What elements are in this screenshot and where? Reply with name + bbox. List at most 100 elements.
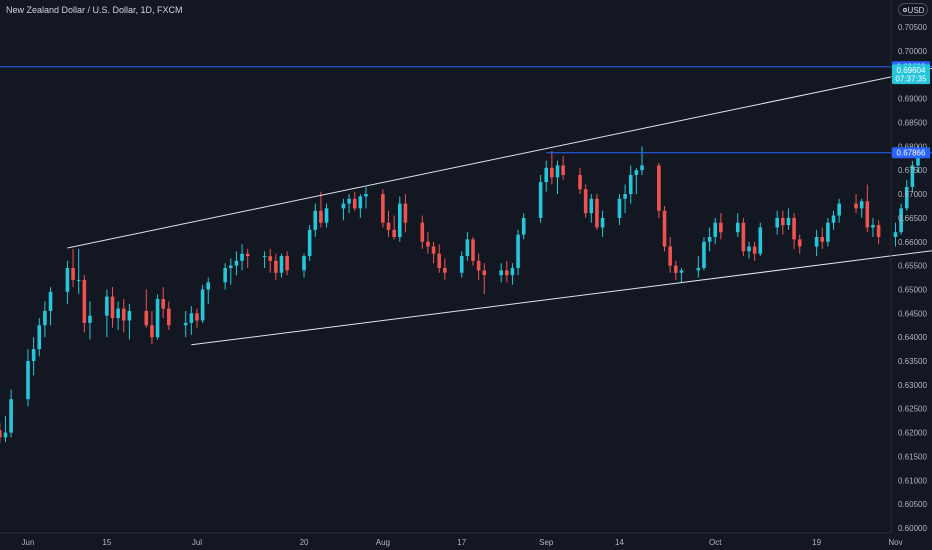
candle: [696, 256, 701, 278]
candle-body: [758, 227, 763, 254]
candle: [786, 208, 791, 230]
candle: [82, 275, 87, 333]
candle-body: [268, 256, 273, 261]
candle-body: [792, 217, 796, 240]
candle: [538, 174, 543, 223]
candle-body: [341, 203, 346, 209]
price-tick-label: 0.61500: [898, 452, 927, 461]
candle: [183, 310, 188, 338]
candle: [48, 287, 53, 326]
candle-body: [189, 313, 194, 323]
price-label: 0.69604: [892, 64, 930, 76]
candle: [814, 229, 819, 257]
candle-body: [3, 432, 8, 438]
candle-body: [307, 229, 312, 257]
candle: [499, 263, 503, 283]
candle: [781, 210, 785, 235]
candle-body: [82, 279, 87, 323]
candle: [228, 258, 233, 285]
candle: [623, 184, 627, 214]
candle-body: [910, 165, 915, 187]
time-axis[interactable]: Jun15Jul20Aug17Sep14Oct19Nov16Dec1420211…: [22, 538, 932, 547]
candle-body: [48, 291, 53, 311]
candle: [634, 167, 639, 195]
candle: [516, 229, 520, 276]
candle: [386, 210, 391, 237]
candle-body: [747, 246, 751, 252]
candle: [150, 310, 154, 345]
candle-body: [403, 203, 408, 223]
candle: [443, 258, 447, 280]
candle-body: [578, 174, 582, 190]
price-tick-label: 0.68500: [898, 118, 927, 127]
candle-body: [583, 189, 588, 214]
price-tick-label: 0.64000: [898, 333, 927, 342]
candle: [234, 251, 239, 276]
candle-body: [437, 253, 442, 268]
candle: [200, 284, 205, 323]
candle-body: [679, 270, 684, 273]
candle-body: [110, 296, 115, 319]
price-tick-label: 0.69000: [898, 95, 927, 104]
candle: [127, 303, 132, 340]
candle-body: [43, 310, 47, 326]
candle: [313, 203, 318, 237]
time-tick-label: Oct: [709, 538, 722, 547]
price-label-text: 0.69604: [897, 66, 926, 75]
candle-body: [673, 265, 678, 273]
candle: [583, 184, 588, 218]
candle-body: [127, 310, 132, 321]
time-tick-label: Jun: [22, 538, 35, 547]
candle: [876, 220, 881, 245]
candle-body: [482, 270, 487, 276]
candle-body: [116, 308, 120, 319]
time-tick-label: 19: [812, 538, 821, 547]
candle: [893, 222, 898, 247]
candle-body: [392, 229, 396, 237]
candle-body: [150, 325, 154, 338]
candle: [555, 160, 560, 195]
candle-body: [820, 236, 825, 242]
candle-body: [26, 361, 30, 400]
candle-body: [696, 268, 701, 271]
candle: [578, 167, 582, 195]
price-axis[interactable]: 0.60000 0.60500 0.61000 0.61500 0.62000 0.625…: [898, 23, 927, 533]
candle: [707, 227, 712, 252]
candle-body: [707, 236, 712, 242]
currency-button[interactable]: USD: [898, 3, 928, 16]
candle: [274, 253, 278, 280]
candle: [775, 210, 779, 235]
candle-body: [285, 256, 289, 271]
candle: [673, 260, 678, 280]
channel-trendline[interactable]: [191, 205, 932, 346]
candle-body: [826, 222, 830, 242]
candle: [668, 236, 672, 273]
candle-body: [262, 256, 267, 258]
candle-body: [324, 208, 329, 223]
price-tick-label: 0.68000: [898, 142, 927, 151]
candle: [431, 241, 436, 264]
candle-body: [775, 217, 779, 228]
candle: [43, 301, 47, 338]
candle: [144, 289, 149, 328]
candle: [747, 241, 751, 259]
candle-body: [279, 256, 284, 273]
candle-body: [797, 239, 802, 247]
candle: [420, 215, 425, 249]
candle: [116, 301, 120, 331]
candle: [268, 248, 273, 273]
candle-body: [347, 198, 351, 204]
candle-body: [640, 165, 644, 171]
time-tick-label: Jul: [192, 538, 202, 547]
candle: [859, 198, 864, 218]
candle-body: [752, 246, 757, 254]
candle: [245, 248, 250, 268]
candle-body: [538, 182, 543, 218]
candle-body: [617, 198, 622, 218]
currency-label: USD: [907, 6, 925, 15]
candle-body: [245, 253, 250, 257]
time-tick-label: Aug: [376, 538, 390, 547]
candle: [476, 253, 481, 280]
